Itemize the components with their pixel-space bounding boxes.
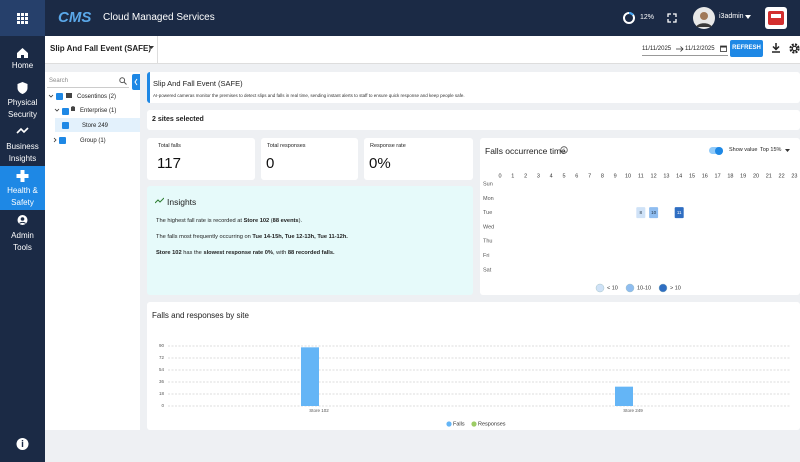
bar-chart-title: Falls and responses by site <box>152 311 249 320</box>
stat-label: Total falls <box>158 143 181 149</box>
insight-text: The falls most frequently occurring on <box>156 234 253 240</box>
calendar-icon[interactable] <box>720 45 727 52</box>
date-underline <box>642 55 728 56</box>
module-name[interactable]: Slip And Fall Event (SAFE) <box>50 44 152 53</box>
app-name: Cloud Managed Services <box>103 12 215 23</box>
nav-icons <box>16 48 29 450</box>
show-value-toggle[interactable] <box>709 146 723 155</box>
header-bar <box>45 36 800 64</box>
insight-line: The highest fall rate is recorded at Sto… <box>156 213 466 229</box>
stat-value: 0 <box>266 155 275 172</box>
insight-text: 88 recorded falls. <box>287 250 335 256</box>
insight-text: 88 events <box>272 218 299 224</box>
sites-selected: 2 sites selected <box>152 116 204 123</box>
nav-label[interactable]: Home <box>11 61 34 70</box>
progress-value: 12% <box>640 14 655 21</box>
logo: CMS <box>58 9 92 26</box>
info-icon[interactable] <box>560 146 568 154</box>
nav-label[interactable]: Health & Safety <box>7 186 38 207</box>
insight-text: ). <box>298 218 303 224</box>
search-underline <box>47 87 129 88</box>
stat-value: 0% <box>369 155 391 172</box>
fullscreen-icon[interactable] <box>667 13 677 23</box>
insights-body: The highest fall rate is recorded at Sto… <box>156 213 466 261</box>
stat-value: 117 <box>157 155 181 172</box>
toggle-knob <box>715 146 723 155</box>
filter-select[interactable]: Top 15% <box>760 147 782 153</box>
insight-text: Tue 14-15h, Tue 12-13h, Tue 11-12h. <box>252 234 348 240</box>
tree-selected-row <box>55 118 140 132</box>
nav-label[interactable]: Admin Tools <box>11 231 34 252</box>
tree-node[interactable]: Enterprise (1) <box>80 108 117 114</box>
download-icon[interactable] <box>771 43 781 53</box>
date-arrow <box>676 46 684 52</box>
sidebar <box>0 36 45 462</box>
insights-icon <box>155 197 164 204</box>
stat-card <box>364 138 473 180</box>
sites-card <box>147 110 800 130</box>
search-input[interactable]: Search <box>49 78 69 84</box>
collapse-button[interactable] <box>132 74 140 90</box>
user-caret <box>745 15 751 19</box>
module-select[interactable] <box>45 36 158 64</box>
user-name[interactable]: i3admin <box>719 13 744 20</box>
module-caret <box>149 46 154 49</box>
insight-text: The highest fall rate is recorded at <box>156 218 244 224</box>
stat-card <box>261 138 358 180</box>
nav-label[interactable]: Physical Security <box>7 98 38 119</box>
insight-text: , with <box>272 250 288 256</box>
tree-toggles <box>48 93 75 143</box>
nav-label[interactable]: Business Insights <box>6 142 39 163</box>
intro-title: Slip And Fall Event (SAFE) <box>153 79 243 88</box>
insight-line: The falls most frequently occurring on T… <box>156 229 466 245</box>
insight-text: Store 102 <box>243 218 270 224</box>
stat-label: Response rate <box>370 143 406 149</box>
refresh-button[interactable]: REFRESH <box>730 40 763 57</box>
insight-text: Store 102 <box>156 250 182 256</box>
tree-node[interactable]: Cosentinos (2) <box>77 94 117 100</box>
insight-text: has the <box>181 250 204 256</box>
apps-button[interactable] <box>0 0 45 36</box>
heatmap-card <box>480 138 800 295</box>
checkbox[interactable] <box>56 93 63 100</box>
checkbox[interactable] <box>62 122 69 129</box>
insight-line: Store 102 has the slowest response rate … <box>156 245 466 261</box>
collapse-icon <box>134 78 138 86</box>
bar-chart-card <box>147 302 800 430</box>
apps-icon <box>17 13 28 24</box>
insights-card <box>147 186 473 295</box>
stat-label: Total responses <box>267 143 306 149</box>
intro-card <box>147 72 800 103</box>
tree-node[interactable]: Group (1) <box>80 138 106 144</box>
search-icon <box>119 77 127 85</box>
settings-icon[interactable] <box>789 43 800 54</box>
checkbox[interactable] <box>59 137 66 144</box>
date-to[interactable]: 11/12/2025 <box>685 46 715 52</box>
avatar[interactable] <box>693 7 715 29</box>
brand-logo <box>765 7 787 29</box>
progress-ring <box>623 12 635 24</box>
top-bar <box>0 0 800 36</box>
intro-description: AI-powered cameras monitor the premises … <box>153 93 465 98</box>
insights-title: Insights <box>167 197 197 207</box>
heatmap-title: Falls occurrence time <box>485 146 566 156</box>
insight-text: ( <box>269 218 273 224</box>
insight-text: slowest response rate 0% <box>203 250 273 256</box>
date-from[interactable]: 11/11/2025 <box>642 46 672 52</box>
show-value-label: Show value <box>729 147 758 153</box>
stat-card <box>147 138 255 180</box>
tree-node[interactable]: Store 249 <box>82 123 109 129</box>
filter-caret <box>785 149 790 152</box>
checkbox[interactable] <box>62 108 69 115</box>
